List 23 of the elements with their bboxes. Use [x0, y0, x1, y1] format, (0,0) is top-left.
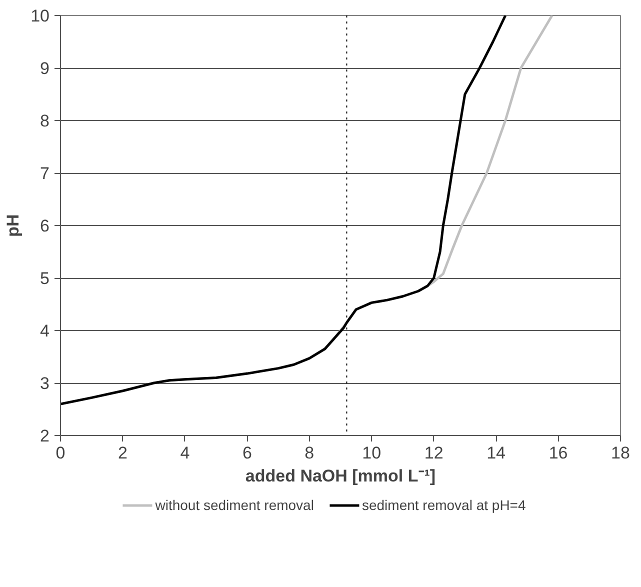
- y-tick-label: 6: [40, 216, 50, 236]
- x-tick-label: 16: [548, 444, 568, 462]
- x-tick-label: 4: [180, 444, 190, 462]
- x-tick-label: 18: [611, 444, 630, 462]
- y-tick-label: 10: [30, 6, 50, 26]
- x-tick-label: 2: [118, 444, 128, 462]
- x-tick-label: 6: [242, 444, 252, 462]
- x-tick-label: 0: [56, 444, 66, 462]
- y-tick-label: 4: [40, 322, 50, 340]
- legend-label: sediment removal at pH=4: [362, 497, 526, 513]
- y-tick-label: 7: [40, 164, 50, 183]
- y-axis-title: pH: [4, 214, 23, 237]
- x-tick-label: 10: [362, 444, 382, 462]
- x-axis-title: added NaOH [mmol L⁻¹]: [245, 466, 436, 486]
- y-tick-label: 8: [40, 112, 50, 130]
- y-tick-label: 5: [40, 269, 50, 288]
- legend-label: without sediment removal: [155, 497, 314, 513]
- x-tick-label: 14: [486, 444, 506, 462]
- y-tick-label: 2: [40, 426, 50, 446]
- y-tick-label: 3: [40, 374, 50, 393]
- x-tick-label: 8: [304, 444, 314, 462]
- y-tick-label: 9: [40, 59, 50, 78]
- x-tick-label: 12: [424, 444, 444, 462]
